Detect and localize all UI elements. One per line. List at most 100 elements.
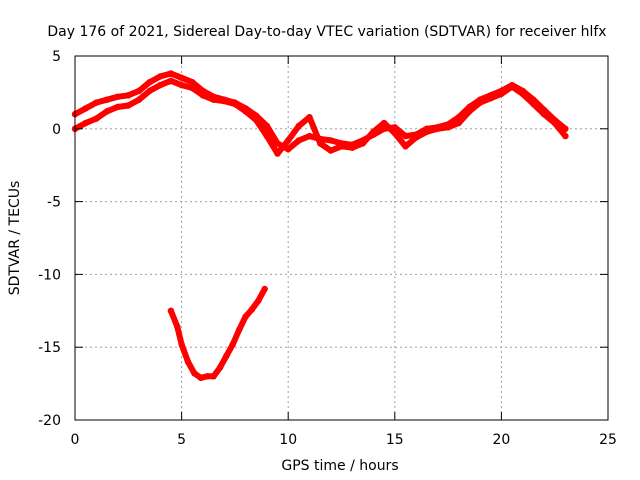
data-point <box>255 297 262 304</box>
data-point <box>146 87 153 95</box>
x-tick-label: 20 <box>492 432 510 448</box>
data-point <box>167 307 175 314</box>
data-point <box>146 79 153 86</box>
data-point <box>295 122 303 130</box>
data-point <box>317 140 324 147</box>
data-point <box>466 108 473 115</box>
data-point <box>370 128 377 135</box>
data-point <box>242 108 249 115</box>
axis-layer: 0 5 10 15 20 25 5 0 -5 -10 -15 -20 <box>38 49 617 448</box>
data-point <box>174 323 181 330</box>
data-point <box>210 373 217 380</box>
data-point <box>263 122 271 130</box>
data-point <box>229 341 236 348</box>
data-point <box>242 313 249 320</box>
data-point <box>189 84 196 92</box>
data-point <box>306 114 313 121</box>
data-point <box>248 306 256 313</box>
y-axis-label: SDTVAR / TECUs <box>7 181 23 296</box>
series-arc-3 <box>167 285 268 381</box>
data-point <box>157 81 164 89</box>
data-point <box>519 90 526 98</box>
data-point <box>530 100 537 108</box>
grid-layer <box>75 56 608 420</box>
x-tick-label: 25 <box>599 432 617 448</box>
data-point <box>125 102 132 109</box>
y-tick-label: -15 <box>38 340 61 356</box>
data-point <box>236 326 243 333</box>
data-point <box>444 124 452 131</box>
data-point <box>93 99 100 106</box>
data-point <box>221 97 228 105</box>
x-tick-label: 0 <box>71 432 80 448</box>
data-point <box>210 96 217 103</box>
data-point <box>476 99 484 106</box>
data-point <box>223 352 230 360</box>
data-point <box>498 90 505 98</box>
data-point <box>253 116 260 124</box>
data-point <box>380 119 388 127</box>
data-point <box>184 358 192 365</box>
data-point <box>295 137 303 144</box>
x-tick-label: 10 <box>279 432 297 448</box>
data-point <box>167 77 175 85</box>
data-point <box>178 74 185 82</box>
data-point <box>114 93 121 101</box>
chart-title: Day 176 of 2021, Sidereal Day-to-day VTE… <box>47 24 606 40</box>
data-point <box>114 103 121 111</box>
data-point <box>391 130 398 137</box>
data-point <box>551 119 558 127</box>
series-arc-2 <box>71 77 569 157</box>
data-point <box>434 125 441 132</box>
data-point <box>199 92 207 99</box>
data-point <box>82 105 89 112</box>
x-tick-label: 5 <box>177 432 186 448</box>
y-tick-label: -20 <box>38 413 61 429</box>
data-point <box>285 146 292 153</box>
data-point <box>103 108 111 115</box>
data-point <box>93 115 100 122</box>
data-point <box>562 132 569 140</box>
data-point <box>508 83 516 90</box>
plot-frame <box>74 55 609 421</box>
data-point <box>274 150 281 157</box>
data-point <box>157 73 164 80</box>
data-point <box>402 132 409 140</box>
data-point <box>178 81 185 89</box>
data-point <box>191 370 198 377</box>
data-point <box>103 96 111 103</box>
data-point <box>285 137 292 144</box>
y-tick-label: -10 <box>38 267 61 283</box>
data-point <box>274 140 281 147</box>
data-point <box>216 364 224 371</box>
data-point <box>455 119 462 127</box>
data-point <box>178 341 185 348</box>
data-point <box>487 95 494 102</box>
y-tick-label: -5 <box>47 195 61 211</box>
data-point <box>423 128 430 135</box>
data-point <box>338 143 345 150</box>
series-trace <box>167 286 268 381</box>
y-tick-label: 5 <box>52 49 61 65</box>
data-point <box>263 132 271 140</box>
data-point <box>135 96 143 103</box>
x-tick-label: 15 <box>386 432 404 448</box>
data-point <box>306 132 313 140</box>
data-point <box>167 70 175 77</box>
data-point <box>359 140 366 147</box>
data-point <box>261 285 268 293</box>
data-point <box>327 147 334 154</box>
data-point <box>349 144 356 151</box>
data-point <box>231 100 239 108</box>
data-point <box>82 119 89 127</box>
y-tick-label: 0 <box>52 122 61 138</box>
data-point <box>540 111 548 118</box>
data-point <box>189 79 196 86</box>
data-point <box>125 92 132 99</box>
data-point <box>327 137 334 144</box>
data-point <box>197 374 204 381</box>
series-layer <box>71 70 569 381</box>
